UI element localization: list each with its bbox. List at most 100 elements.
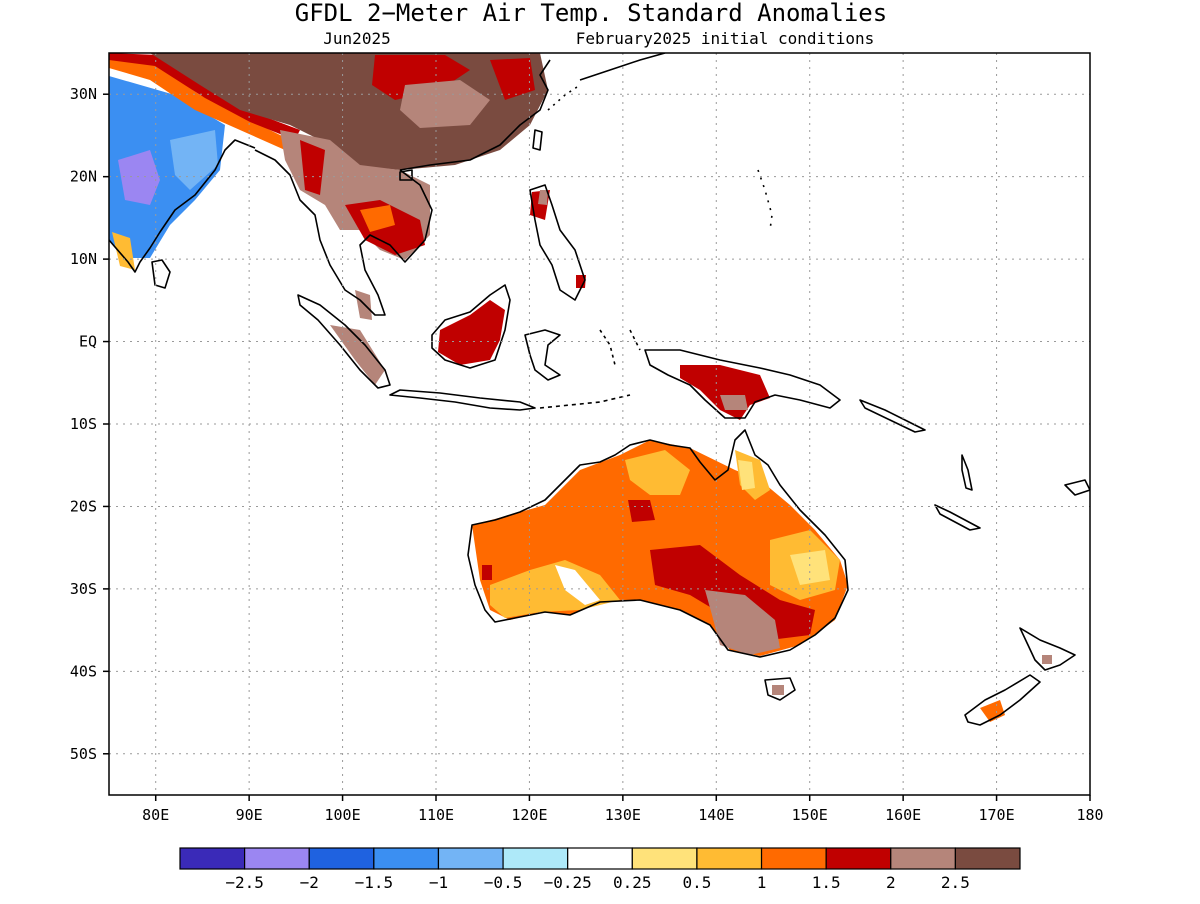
india-coastline: [109, 139, 256, 273]
sumatra-warm: [330, 325, 385, 385]
indochina-orange: [360, 205, 395, 232]
new-zealand-south-coastline: [964, 674, 1041, 726]
colorbar: −2.5 −2 −1.5 −1 −0.5 −0.25 0.25 0.5 1 1.5 2 2.5: [179, 847, 1021, 892]
lon-tick-label: 160E: [885, 806, 921, 824]
indochina-hot-region: [300, 140, 325, 195]
lesser-sunda-islands: [539, 394, 631, 409]
coastlines: [109, 53, 1090, 726]
colorbar-label: 1: [757, 873, 767, 892]
colorbar-swatch: [890, 847, 956, 870]
lon-tick-label: 100E: [325, 806, 361, 824]
new-guinea-pink: [720, 395, 748, 410]
lat-tick-label: 30S: [70, 580, 97, 598]
new-guinea-coastline: [644, 349, 841, 419]
china-red-patch-2: [490, 58, 535, 100]
indochina-coastline: [254, 149, 433, 316]
colorbar-label: −1.5: [355, 873, 394, 892]
colorbar-label: 2.5: [941, 873, 970, 892]
colorbar-label: −2.5: [225, 873, 264, 892]
lon-tick-label: 110E: [418, 806, 454, 824]
gridlines: [109, 53, 1090, 795]
india-cool-core: [118, 150, 160, 205]
india-cool-light: [170, 130, 218, 190]
ryukyu-islands: [547, 84, 581, 111]
colorbar-swatch: [954, 847, 1021, 870]
longitude-axis: 80E 90E 100E 110E 120E 130E 140E 150E 160E 170E 18…: [142, 795, 1104, 824]
lat-tick-label: 30N: [70, 85, 97, 103]
colorbar-swatch: [437, 847, 504, 870]
tasmania-pink: [772, 685, 784, 695]
colorbar-swatch: [631, 847, 698, 870]
colorbar-label: −0.25: [544, 873, 592, 892]
lon-tick-label: 90E: [236, 806, 263, 824]
subtitle-valid-month: Jun2025: [323, 29, 390, 48]
colorbar-swatch: [696, 847, 763, 870]
australia-pink-southeast: [705, 590, 780, 655]
australia-hot-centre: [628, 500, 655, 522]
lat-tick-label: 20S: [70, 497, 97, 515]
lat-tick-label: 10N: [70, 250, 97, 268]
lon-tick-label: 80E: [142, 806, 169, 824]
lon-tick-label: 120E: [511, 806, 547, 824]
australia-coastline: [467, 429, 849, 658]
colorbar-label: 1.5: [812, 873, 841, 892]
plot-frame: [108, 52, 1091, 796]
australia-yellow-cape: [738, 460, 755, 490]
lat-tick-label: EQ: [79, 333, 97, 351]
taiwan-coastline: [532, 129, 543, 151]
lon-tick-label: 170E: [979, 806, 1015, 824]
solomon-islands-coastline: [859, 399, 926, 433]
colorbar-swatch: [244, 847, 310, 870]
map-title: GFDL 2−Meter Air Temp. Standard Anomalie…: [295, 0, 887, 27]
lat-tick-label: 10S: [70, 415, 97, 433]
new-guinea-hot-region: [680, 365, 770, 420]
colorbar-swatch: [502, 847, 569, 870]
colorbar-label: −0.5: [484, 873, 523, 892]
australia-yellow-east: [790, 550, 830, 585]
lon-tick-label: 130E: [605, 806, 641, 824]
vanuatu-coastline: [961, 454, 973, 491]
sumatra-coastline: [297, 294, 391, 389]
china-red-patch-1: [372, 55, 470, 100]
lon-tick-label: 180: [1076, 806, 1103, 824]
colorbar-swatch: [567, 847, 633, 870]
fiji-coastline: [1064, 479, 1090, 496]
colorbar-label: 0.5: [682, 873, 711, 892]
malaya-warm: [355, 290, 372, 320]
himalaya-warm-band: [109, 55, 290, 150]
colorbar-swatch: [308, 847, 375, 870]
australia-white-bight: [555, 565, 600, 605]
new-zealand-pink: [1042, 655, 1052, 664]
borneo-hot-region: [438, 300, 505, 365]
subtitle-initial-conditions: February2025 initial conditions: [576, 29, 875, 48]
colorbar-swatch: [179, 847, 246, 870]
lon-tick-label: 140E: [698, 806, 734, 824]
hainan-coastline: [399, 169, 413, 181]
new-caledonia-coastline: [934, 504, 981, 531]
australia-hot-west: [482, 565, 492, 580]
lat-tick-label: 20N: [70, 168, 97, 186]
latitude-axis: 30N 20N 10N EQ 10S 20S 30S 40S 50S: [70, 85, 109, 763]
philippines-coastline: [529, 184, 586, 301]
colorbar-swatch: [760, 847, 827, 870]
sri-lanka-coastline: [151, 259, 171, 289]
lat-tick-label: 40S: [70, 662, 97, 680]
australia-hot-southeast: [650, 545, 815, 640]
himalaya-hot-band: [109, 53, 300, 140]
lon-tick-label: 150E: [792, 806, 828, 824]
colorbar-label: −2: [300, 873, 319, 892]
australia-light-north: [625, 450, 690, 495]
philippines-pink: [538, 190, 548, 205]
new-zealand-north-coastline: [1019, 627, 1076, 671]
japan-coastline: [579, 53, 666, 81]
colorbar-label: 2: [886, 873, 896, 892]
sulawesi-coastline: [524, 329, 561, 381]
colorbar-swatch: [825, 847, 892, 870]
china-coastline: [399, 59, 551, 171]
india-warm-tip: [112, 232, 135, 270]
india-cool-region: [109, 76, 225, 258]
colorbar-label: 0.25: [613, 873, 652, 892]
colorbar-label: −1: [429, 873, 448, 892]
colorbar-swatch: [373, 847, 440, 870]
